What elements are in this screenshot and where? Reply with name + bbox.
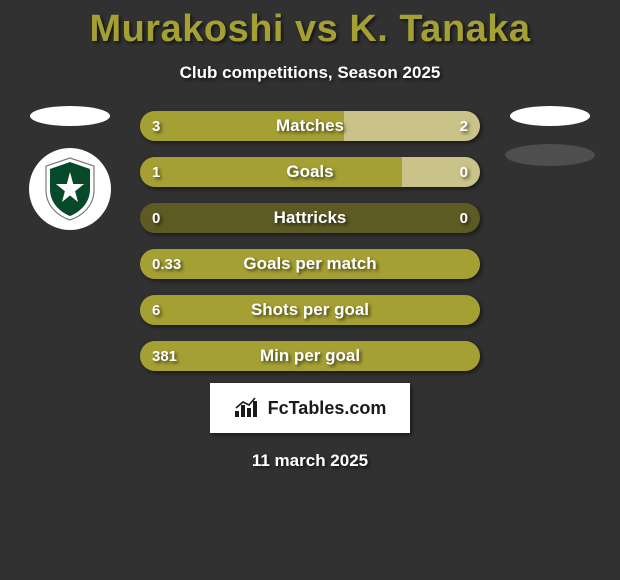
stat-bar: Matches3 2 bbox=[140, 111, 480, 141]
stat-bar-label: Shots per goal bbox=[140, 295, 480, 325]
team-crest-right-placeholder bbox=[505, 144, 595, 166]
stat-bar: Hattricks0 0 bbox=[140, 203, 480, 233]
stat-bar-left-value: 3 bbox=[152, 111, 160, 141]
comparison-stage: Matches32Goals10Hattricks00Goals per mat… bbox=[0, 111, 620, 371]
stat-bars-container: Matches32Goals10Hattricks00Goals per mat… bbox=[140, 111, 480, 387]
comparison-title: Murakoshi vs K. Tanaka bbox=[0, 0, 620, 51]
stat-bar: Min per goal381 bbox=[140, 341, 480, 371]
stat-bar-label: Goals per match bbox=[140, 249, 480, 279]
stat-bar-label: Goals bbox=[140, 157, 480, 187]
stat-bar: Goals per match0.33 bbox=[140, 249, 480, 279]
fctables-logo-text: FcTables.com bbox=[268, 398, 387, 419]
stat-bar-right-value: 0 bbox=[460, 203, 468, 233]
stat-bar-label: Matches bbox=[140, 111, 480, 141]
stat-bar-right-value: 0 bbox=[460, 157, 468, 187]
stat-bar: Goals1 0 bbox=[140, 157, 480, 187]
stat-bar-left-value: 6 bbox=[152, 295, 160, 325]
stat-bar-left-value: 0 bbox=[152, 203, 160, 233]
stat-bar-right-value: 2 bbox=[460, 111, 468, 141]
stat-bar: Shots per goal6 bbox=[140, 295, 480, 325]
bar-chart-icon bbox=[234, 397, 262, 419]
stat-bar-left-value: 381 bbox=[152, 341, 177, 371]
stat-bar-left-value: 1 bbox=[152, 157, 160, 187]
player-left-placeholder bbox=[30, 106, 110, 126]
fctables-logo[interactable]: FcTables.com bbox=[210, 383, 410, 433]
player-left-column bbox=[20, 106, 120, 230]
comparison-subtitle: Club competitions, Season 2025 bbox=[0, 63, 620, 83]
stat-bar-label: Min per goal bbox=[140, 341, 480, 371]
player-right-column bbox=[500, 106, 600, 166]
comparison-date: 11 march 2025 bbox=[0, 451, 620, 471]
stat-bar-left-value: 0.33 bbox=[152, 249, 181, 279]
stat-bar-label: Hattricks bbox=[140, 203, 480, 233]
team-crest-left bbox=[29, 148, 111, 230]
player-right-placeholder bbox=[510, 106, 590, 126]
